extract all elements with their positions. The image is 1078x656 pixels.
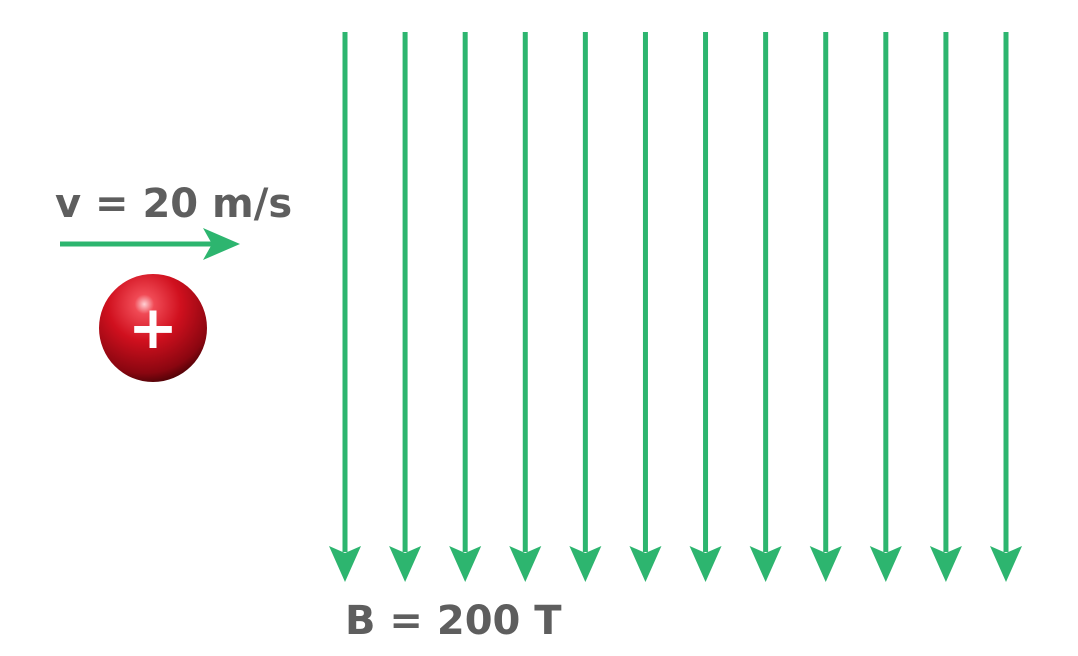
velocity-arrow-head — [203, 228, 240, 260]
velocity-arrow — [60, 228, 240, 260]
field-line-arrowhead — [389, 546, 422, 582]
field-line-arrowhead — [749, 546, 782, 582]
field-line-arrowhead — [990, 546, 1022, 582]
field-line-arrowhead — [449, 546, 482, 582]
velocity-label: v = 20 m/s — [55, 181, 292, 227]
field-line-arrowhead — [329, 546, 361, 582]
magnetic-field-lines — [329, 32, 1022, 582]
field-line-arrowhead — [869, 546, 902, 582]
positive-charge-particle: + — [99, 274, 207, 382]
field-label: B = 200 T — [345, 598, 562, 644]
field-line-arrowhead — [569, 546, 602, 582]
field-line-arrowhead — [509, 546, 542, 582]
particle-sphere — [99, 274, 207, 382]
charge-symbol: + — [128, 293, 178, 363]
field-line-arrowhead — [689, 546, 722, 582]
field-line-arrowhead — [809, 546, 842, 582]
field-line-arrowhead — [629, 546, 662, 582]
field-line-arrowhead — [929, 546, 962, 582]
